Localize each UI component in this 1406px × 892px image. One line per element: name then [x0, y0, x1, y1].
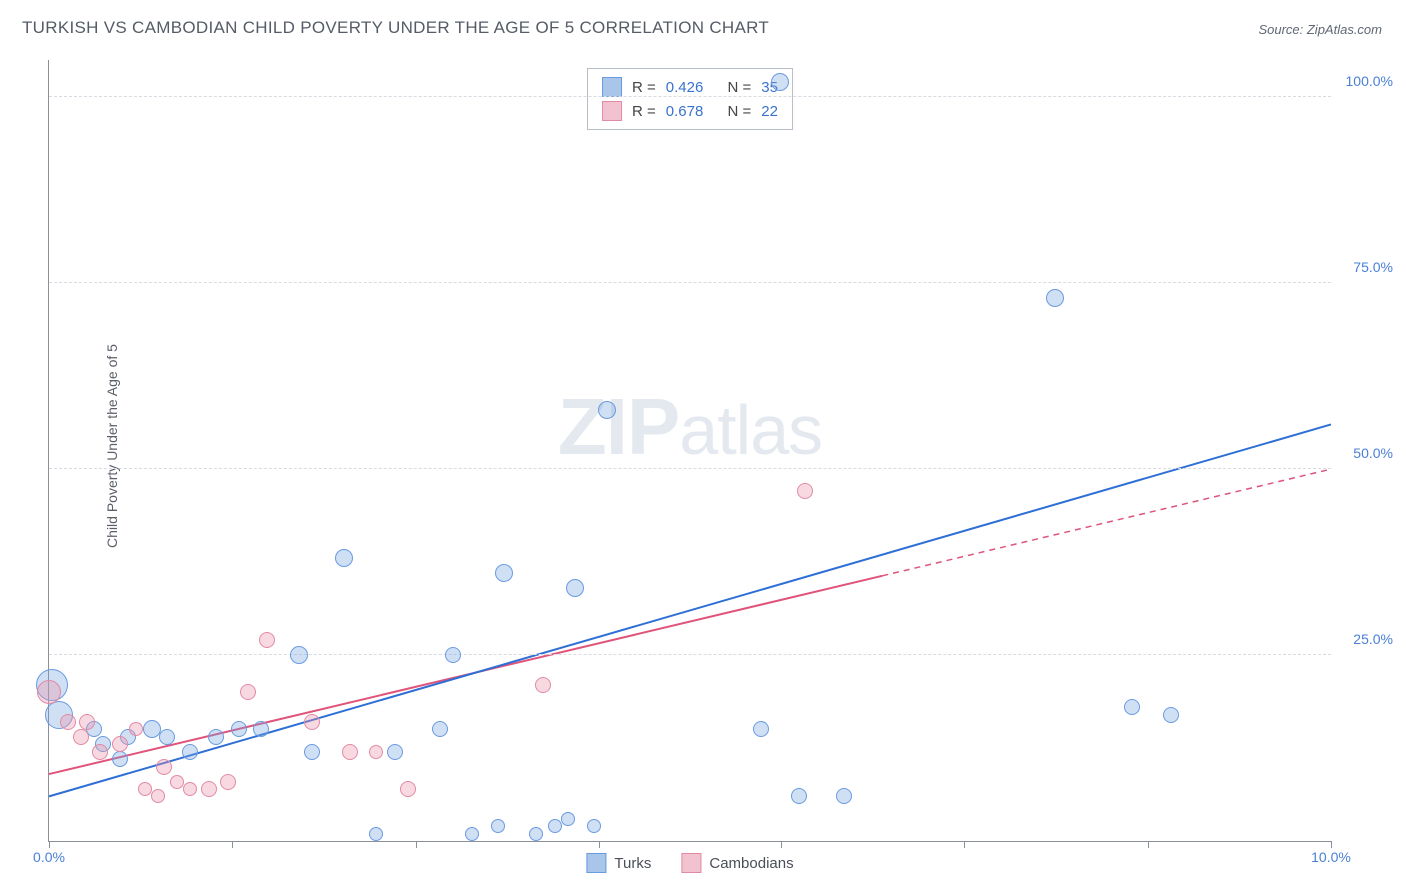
- data-point-cambodians: [60, 714, 76, 730]
- data-point-turks: [495, 564, 513, 582]
- chart-title: TURKISH VS CAMBODIAN CHILD POVERTY UNDER…: [22, 18, 769, 38]
- stat-r-label-cambodians: R =: [632, 103, 656, 120]
- data-point-cambodians: [535, 677, 551, 693]
- data-point-turks: [290, 646, 308, 664]
- data-point-cambodians: [259, 632, 275, 648]
- data-point-cambodians: [170, 775, 184, 789]
- legend-swatch-turks: [586, 853, 606, 873]
- data-point-cambodians: [220, 774, 236, 790]
- data-point-turks: [491, 819, 505, 833]
- x-tick-mark: [416, 841, 417, 848]
- data-point-cambodians: [129, 722, 143, 736]
- y-tick-label: 100.0%: [1346, 73, 1393, 89]
- data-point-cambodians: [156, 759, 172, 775]
- x-tick-mark: [1331, 841, 1332, 848]
- grid-line: [49, 468, 1331, 469]
- data-point-turks: [836, 788, 852, 804]
- data-point-turks: [561, 812, 575, 826]
- data-point-turks: [548, 819, 562, 833]
- stat-r-value-turks: 0.426: [666, 79, 704, 96]
- data-point-turks: [231, 721, 247, 737]
- y-tick-label: 25.0%: [1353, 631, 1393, 647]
- stat-r-value-cambodians: 0.678: [666, 103, 704, 120]
- data-point-turks: [566, 579, 584, 597]
- data-point-cambodians: [112, 736, 128, 752]
- data-point-turks: [182, 744, 198, 760]
- legend-item-turks: Turks: [586, 853, 651, 873]
- source-label: Source:: [1258, 22, 1306, 37]
- swatch-turks: [602, 77, 622, 97]
- data-point-turks: [791, 788, 807, 804]
- data-point-turks: [1124, 699, 1140, 715]
- data-point-turks: [208, 729, 224, 745]
- y-tick-label: 50.0%: [1353, 445, 1393, 461]
- data-point-cambodians: [92, 744, 108, 760]
- data-point-cambodians: [138, 782, 152, 796]
- data-point-cambodians: [73, 729, 89, 745]
- data-point-cambodians: [369, 745, 383, 759]
- data-point-turks: [253, 721, 269, 737]
- grid-line: [49, 282, 1331, 283]
- data-point-cambodians: [342, 744, 358, 760]
- trend-line-dashed: [882, 469, 1331, 576]
- data-point-turks: [1163, 707, 1179, 723]
- stat-r-label-turks: R =: [632, 79, 656, 96]
- x-tick-label: 0.0%: [33, 849, 65, 865]
- data-point-turks: [753, 721, 769, 737]
- data-point-cambodians: [201, 781, 217, 797]
- data-point-cambodians: [400, 781, 416, 797]
- x-tick-mark: [964, 841, 965, 848]
- legend-label-turks: Turks: [614, 855, 651, 872]
- trend-line: [49, 424, 1331, 796]
- data-point-cambodians: [79, 714, 95, 730]
- data-point-cambodians: [240, 684, 256, 700]
- data-point-turks: [587, 819, 601, 833]
- stat-n-label-turks: N =: [728, 79, 752, 96]
- data-point-turks: [529, 827, 543, 841]
- x-tick-mark: [1148, 841, 1149, 848]
- data-point-turks: [335, 549, 353, 567]
- legend-item-cambodians: Cambodians: [681, 853, 793, 873]
- legend-bottom: Turks Cambodians: [586, 853, 793, 873]
- data-point-turks: [143, 720, 161, 738]
- data-point-turks: [598, 401, 616, 419]
- data-point-turks: [771, 73, 789, 91]
- data-point-turks: [465, 827, 479, 841]
- x-tick-mark: [49, 841, 50, 848]
- plot-area: ZIPatlas R = 0.426 N = 35 R = 0.678 N = …: [48, 60, 1331, 842]
- data-point-cambodians: [304, 714, 320, 730]
- x-tick-mark: [599, 841, 600, 848]
- data-point-turks: [304, 744, 320, 760]
- data-point-turks: [369, 827, 383, 841]
- legend-swatch-cambodians: [681, 853, 701, 873]
- data-point-cambodians: [797, 483, 813, 499]
- stats-row-cambodians: R = 0.678 N = 22: [602, 99, 778, 123]
- swatch-cambodians: [602, 101, 622, 121]
- grid-line: [49, 654, 1331, 655]
- x-tick-mark: [232, 841, 233, 848]
- data-point-turks: [159, 729, 175, 745]
- data-point-turks: [387, 744, 403, 760]
- data-point-turks: [112, 751, 128, 767]
- data-point-cambodians: [183, 782, 197, 796]
- data-point-cambodians: [37, 680, 61, 704]
- legend-label-cambodians: Cambodians: [709, 855, 793, 872]
- grid-line: [49, 96, 1331, 97]
- stat-n-label-cambodians: N =: [728, 103, 752, 120]
- stat-n-value-cambodians: 22: [761, 103, 778, 120]
- data-point-turks: [432, 721, 448, 737]
- x-tick-label: 10.0%: [1311, 849, 1351, 865]
- source-value: ZipAtlas.com: [1307, 22, 1382, 37]
- data-point-turks: [445, 647, 461, 663]
- x-tick-mark: [781, 841, 782, 848]
- source-attribution: Source: ZipAtlas.com: [1258, 22, 1382, 37]
- y-tick-label: 75.0%: [1353, 259, 1393, 275]
- stats-box: R = 0.426 N = 35 R = 0.678 N = 22: [587, 68, 793, 130]
- data-point-turks: [1046, 289, 1064, 307]
- data-point-cambodians: [151, 789, 165, 803]
